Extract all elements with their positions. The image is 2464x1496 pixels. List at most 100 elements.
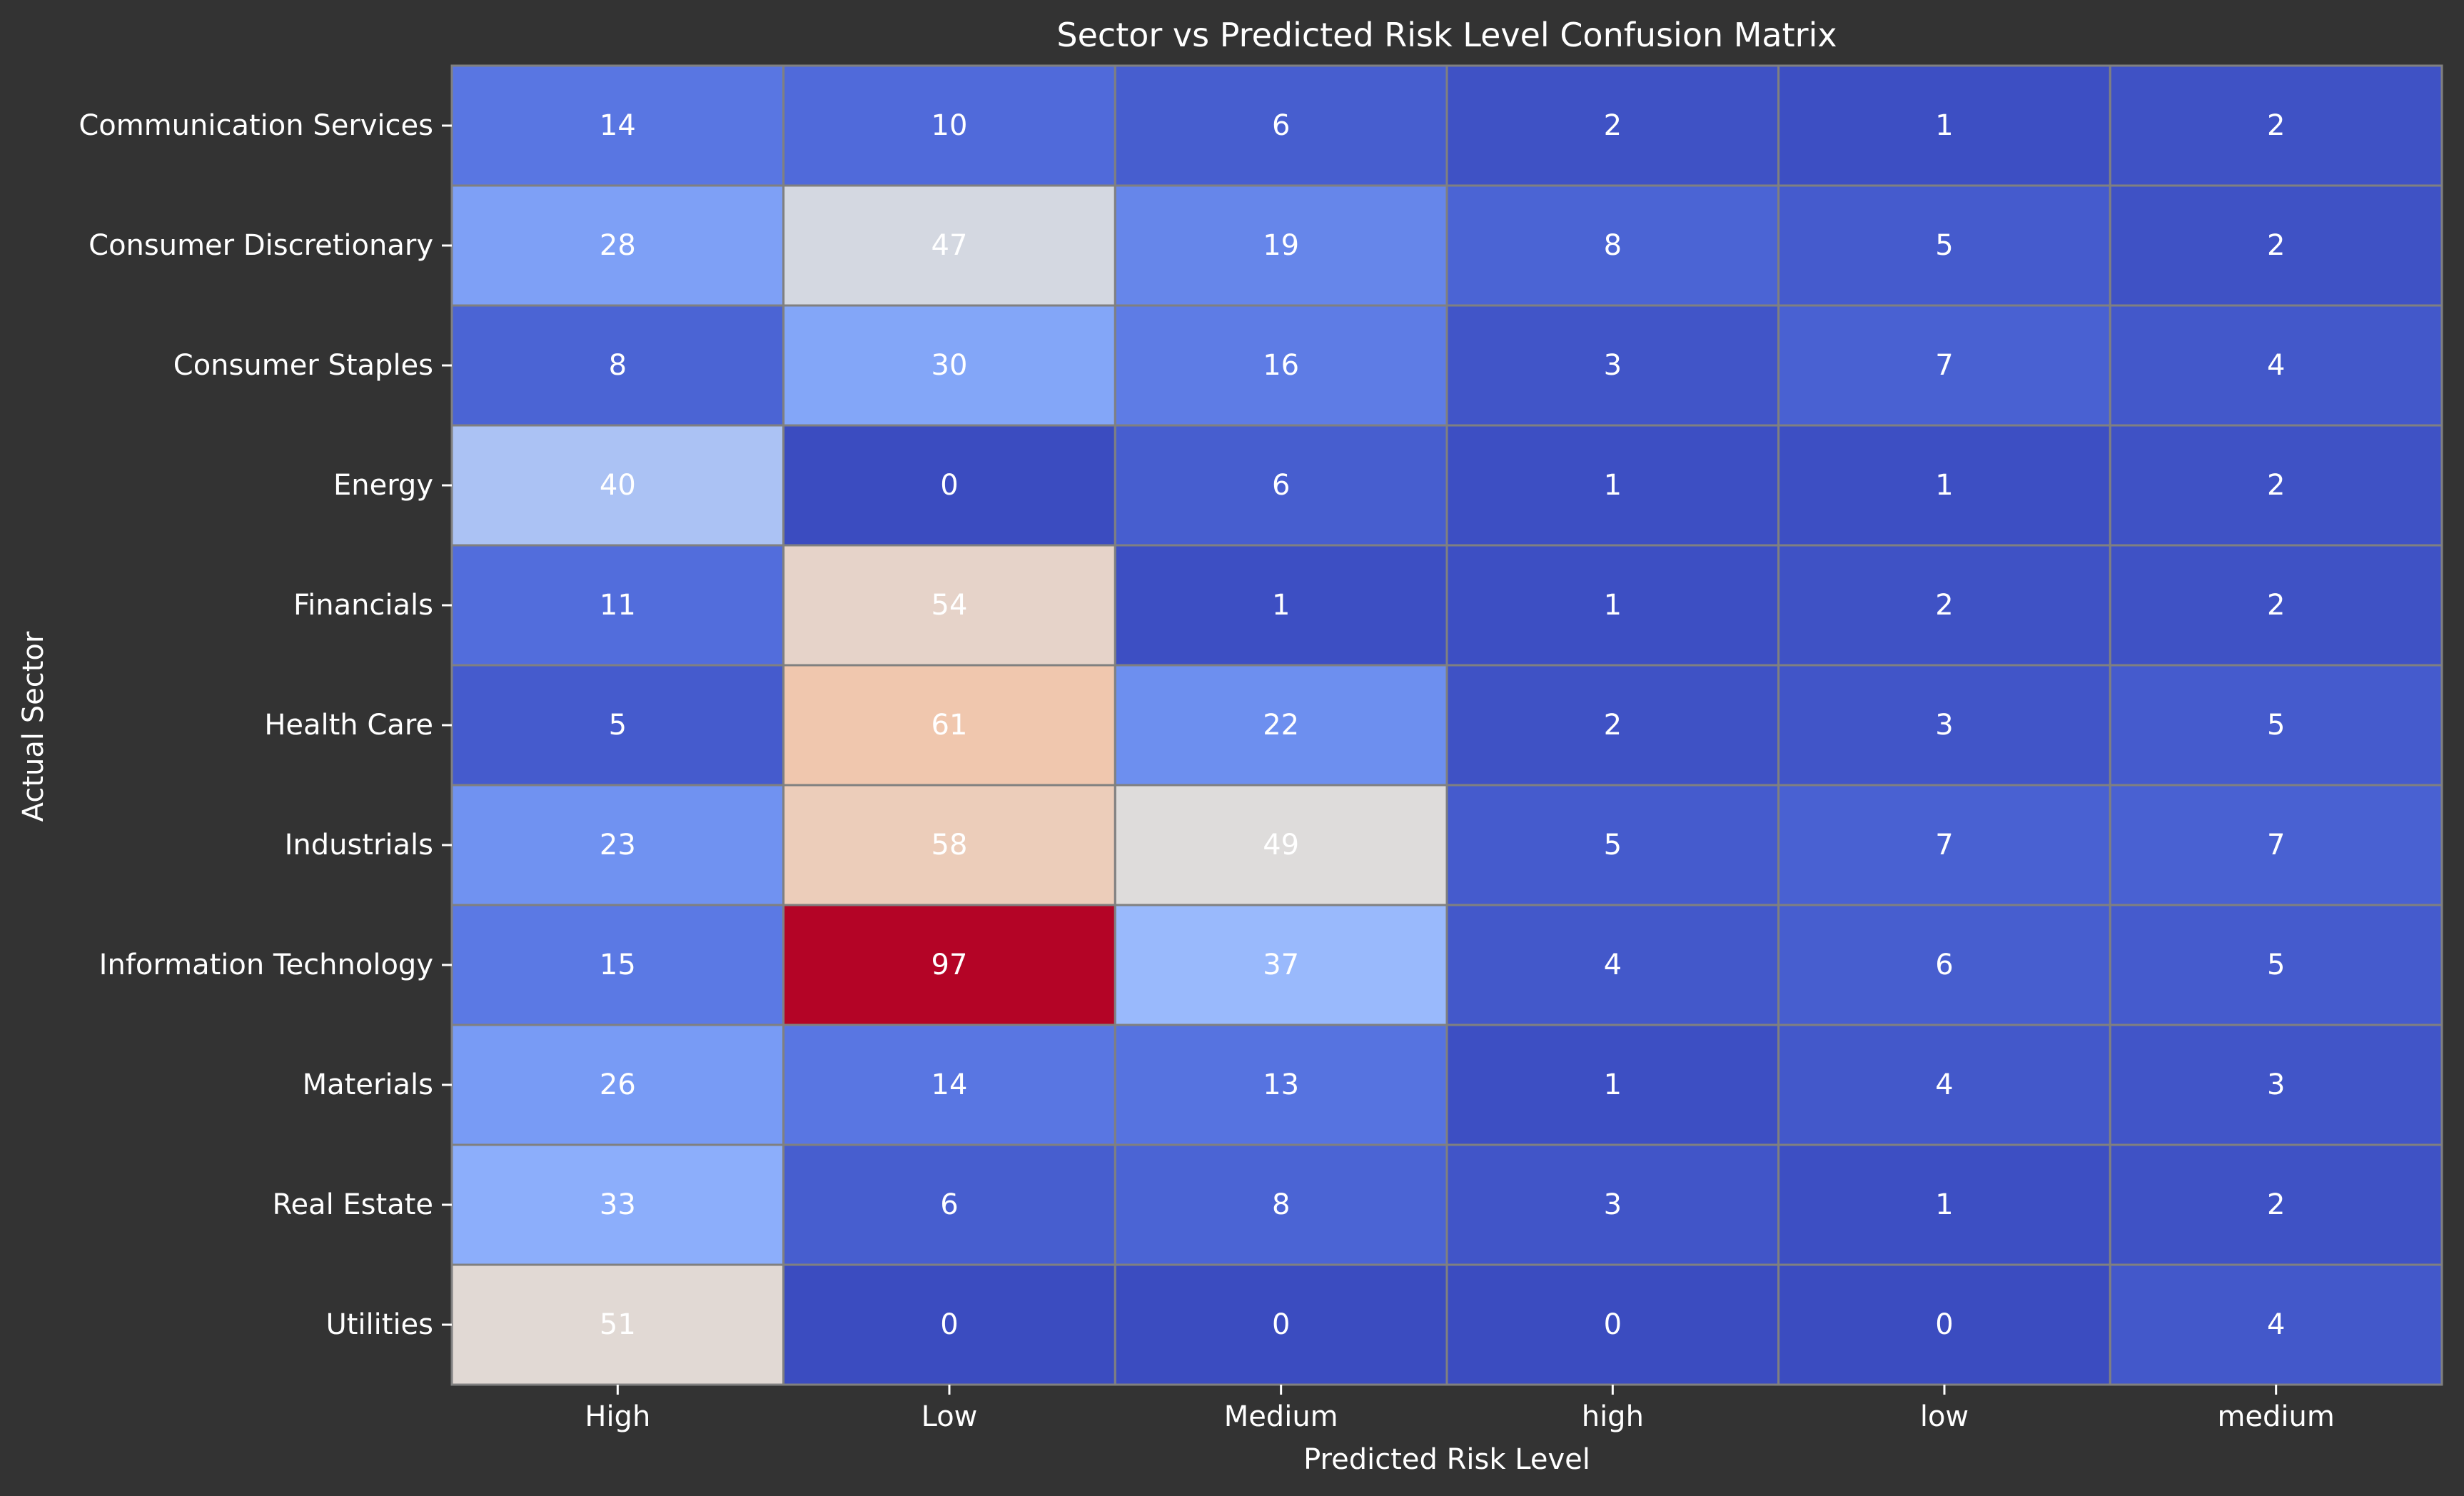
heatmap-cell xyxy=(782,64,1116,187)
heatmap-cell xyxy=(1445,1143,1780,1266)
heatmap-cell xyxy=(1445,184,1780,307)
heatmap-cell xyxy=(450,1143,785,1266)
cell-value-label: 54 xyxy=(931,589,968,622)
cell-value-label: 13 xyxy=(1263,1068,1299,1101)
heatmap-cell xyxy=(2109,1024,2443,1146)
heatmap-cell xyxy=(450,184,785,307)
heatmap-cell xyxy=(782,1143,1116,1266)
cell-value-label: 3 xyxy=(1604,1188,1622,1221)
y-tick-label: Real Estate xyxy=(272,1188,433,1221)
x-tick-label: high xyxy=(1582,1400,1644,1433)
cell-value-label: 5 xyxy=(2267,949,2285,981)
cell-value-label: 4 xyxy=(1604,949,1622,981)
cell-value-label: 47 xyxy=(931,229,968,262)
cell-value-label: 14 xyxy=(931,1068,968,1101)
cell-value-label: 4 xyxy=(2267,349,2285,382)
cell-value-label: 8 xyxy=(609,349,627,382)
cell-value-label: 7 xyxy=(1935,349,1953,382)
cell-value-label: 1 xyxy=(1604,1068,1622,1101)
heatmap-cell xyxy=(2109,904,2443,1026)
cell-value-label: 51 xyxy=(600,1308,636,1341)
heatmap-cell xyxy=(450,304,785,427)
x-tick-label: High xyxy=(585,1400,650,1433)
heatmap-cell xyxy=(1114,64,1448,187)
heatmap-cell xyxy=(1114,304,1448,427)
heatmap-cell xyxy=(1777,304,2111,427)
y-tick-label: Utilities xyxy=(325,1308,433,1341)
x-tick-label: low xyxy=(1920,1400,1969,1433)
x-tick-label: Medium xyxy=(1224,1400,1338,1433)
cell-value-label: 33 xyxy=(600,1188,636,1221)
heatmap-cell xyxy=(2109,304,2443,427)
y-tick-label: Communication Services xyxy=(79,109,433,142)
cell-value-label: 2 xyxy=(1935,589,1953,622)
heatmap-cell xyxy=(450,64,785,187)
y-tick-label: Industrials xyxy=(285,829,433,861)
y-tick-label: Consumer Staples xyxy=(173,349,433,382)
cell-value-label: 2 xyxy=(2267,469,2285,502)
cell-value-label: 2 xyxy=(2267,1188,2285,1221)
y-tick-label: Energy xyxy=(333,469,433,502)
cell-value-label: 1 xyxy=(1935,469,1953,502)
heatmap-cell xyxy=(2109,184,2443,307)
cell-value-label: 61 xyxy=(931,709,968,742)
heatmap-cell xyxy=(1777,424,2111,547)
y-tick-label: Financials xyxy=(293,589,433,622)
heatmap-cell xyxy=(1114,424,1448,547)
cell-value-label: 0 xyxy=(1604,1308,1622,1341)
cell-value-label: 2 xyxy=(2267,589,2285,622)
heatmap-cell xyxy=(1777,664,2111,787)
cell-value-label: 0 xyxy=(940,1308,958,1341)
x-tick-label: Low xyxy=(922,1400,978,1433)
heatmap-cell xyxy=(2109,664,2443,787)
cell-value-label: 8 xyxy=(1604,229,1622,262)
heatmap-cell xyxy=(1777,784,2111,906)
cell-value-label: 58 xyxy=(931,829,968,861)
cell-value-label: 3 xyxy=(1935,709,1953,742)
cell-value-label: 15 xyxy=(600,949,636,981)
x-tick-label: medium xyxy=(2217,1400,2334,1433)
y-tick-label: Health Care xyxy=(264,709,433,742)
cell-value-label: 5 xyxy=(1604,829,1622,861)
heatmap-cell xyxy=(1445,424,1780,547)
cell-value-label: 4 xyxy=(2267,1308,2285,1341)
heatmap-cell xyxy=(1445,1024,1780,1146)
heatmap-cell xyxy=(782,784,1116,906)
cell-value-label: 0 xyxy=(1935,1308,1953,1341)
heatmap-cell xyxy=(1777,1263,2111,1386)
cell-value-label: 14 xyxy=(600,109,636,142)
heatmap-cell xyxy=(782,1024,1116,1146)
cell-value-label: 2 xyxy=(1604,709,1622,742)
cell-value-label: 30 xyxy=(931,349,968,382)
cell-value-label: 5 xyxy=(1935,229,1953,262)
heatmap-cell xyxy=(1114,184,1448,307)
heatmap-cell xyxy=(782,304,1116,427)
heatmap-cell xyxy=(782,184,1116,307)
heatmap-cell xyxy=(1445,304,1780,427)
heatmap-cell xyxy=(450,664,785,787)
cell-value-label: 49 xyxy=(1263,829,1299,861)
cell-value-label: 23 xyxy=(600,829,636,861)
heatmap-cell xyxy=(1114,904,1448,1026)
cell-value-label: 2 xyxy=(1604,109,1622,142)
cell-annotations: 14 10 6 2 1 228 47 19 8 5 28 30 16 3 7 440 0 6 1 1 211 54 1 1 2 2… xyxy=(600,109,2286,1341)
cell-value-label: 6 xyxy=(1272,469,1290,502)
cell-value-label: 16 xyxy=(1263,349,1299,382)
cell-value-label: 3 xyxy=(2267,1068,2285,1101)
heatmap-cell xyxy=(782,904,1116,1026)
heatmap-cell xyxy=(450,904,785,1026)
heatmap-cell xyxy=(2109,424,2443,547)
cell-value-label: 3 xyxy=(1604,349,1622,382)
cell-value-label: 26 xyxy=(600,1068,636,1101)
cell-value-label: 5 xyxy=(2267,709,2285,742)
cell-value-label: 1 xyxy=(1604,589,1622,622)
cell-value-label: 1 xyxy=(1935,1188,1953,1221)
x-axis-label: Predicted Risk Level xyxy=(1303,1443,1590,1476)
heatmap-cell xyxy=(782,544,1116,667)
heatmap-cells xyxy=(450,64,2443,1386)
cell-value-label: 1 xyxy=(1272,589,1290,622)
cell-value-label: 5 xyxy=(609,709,627,742)
cell-value-label: 0 xyxy=(1272,1308,1290,1341)
cell-value-label: 2 xyxy=(2267,109,2285,142)
heatmap-cell xyxy=(1445,1263,1780,1386)
